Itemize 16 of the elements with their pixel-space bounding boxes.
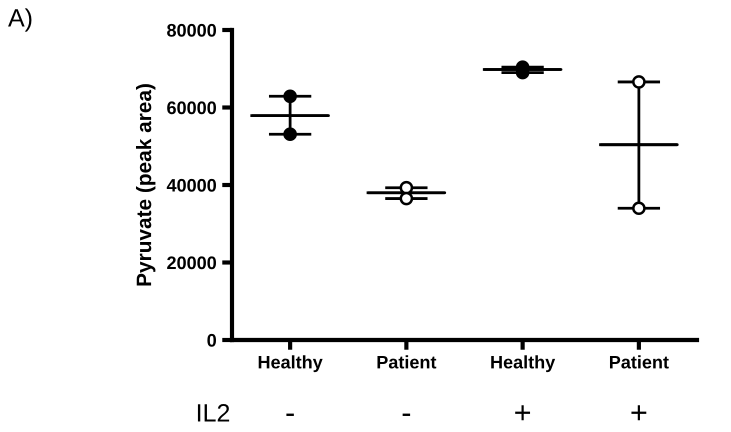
text: A) [8, 8, 32, 32]
x-tick-label: Patient [610, 355, 669, 369]
y-tick-label: 40000 [166, 178, 216, 192]
y-tick-label: 60000 [167, 101, 216, 114]
text: + [515, 405, 530, 420]
y-tick-label: 20000 [167, 256, 216, 270]
x-tick-label: Healthy [491, 355, 556, 372]
text: - [286, 414, 294, 416]
x-tick-label: Patient [377, 355, 436, 369]
x-tick-label: Healthy [258, 355, 323, 372]
y-tick-label: 80000 [167, 24, 216, 37]
y-tick-label: 0 [207, 334, 216, 347]
y-axis-title: Pyruvate (peak area) [136, 84, 156, 286]
text: + [631, 405, 646, 420]
text: - [402, 414, 410, 416]
text: IL2 [198, 404, 230, 422]
